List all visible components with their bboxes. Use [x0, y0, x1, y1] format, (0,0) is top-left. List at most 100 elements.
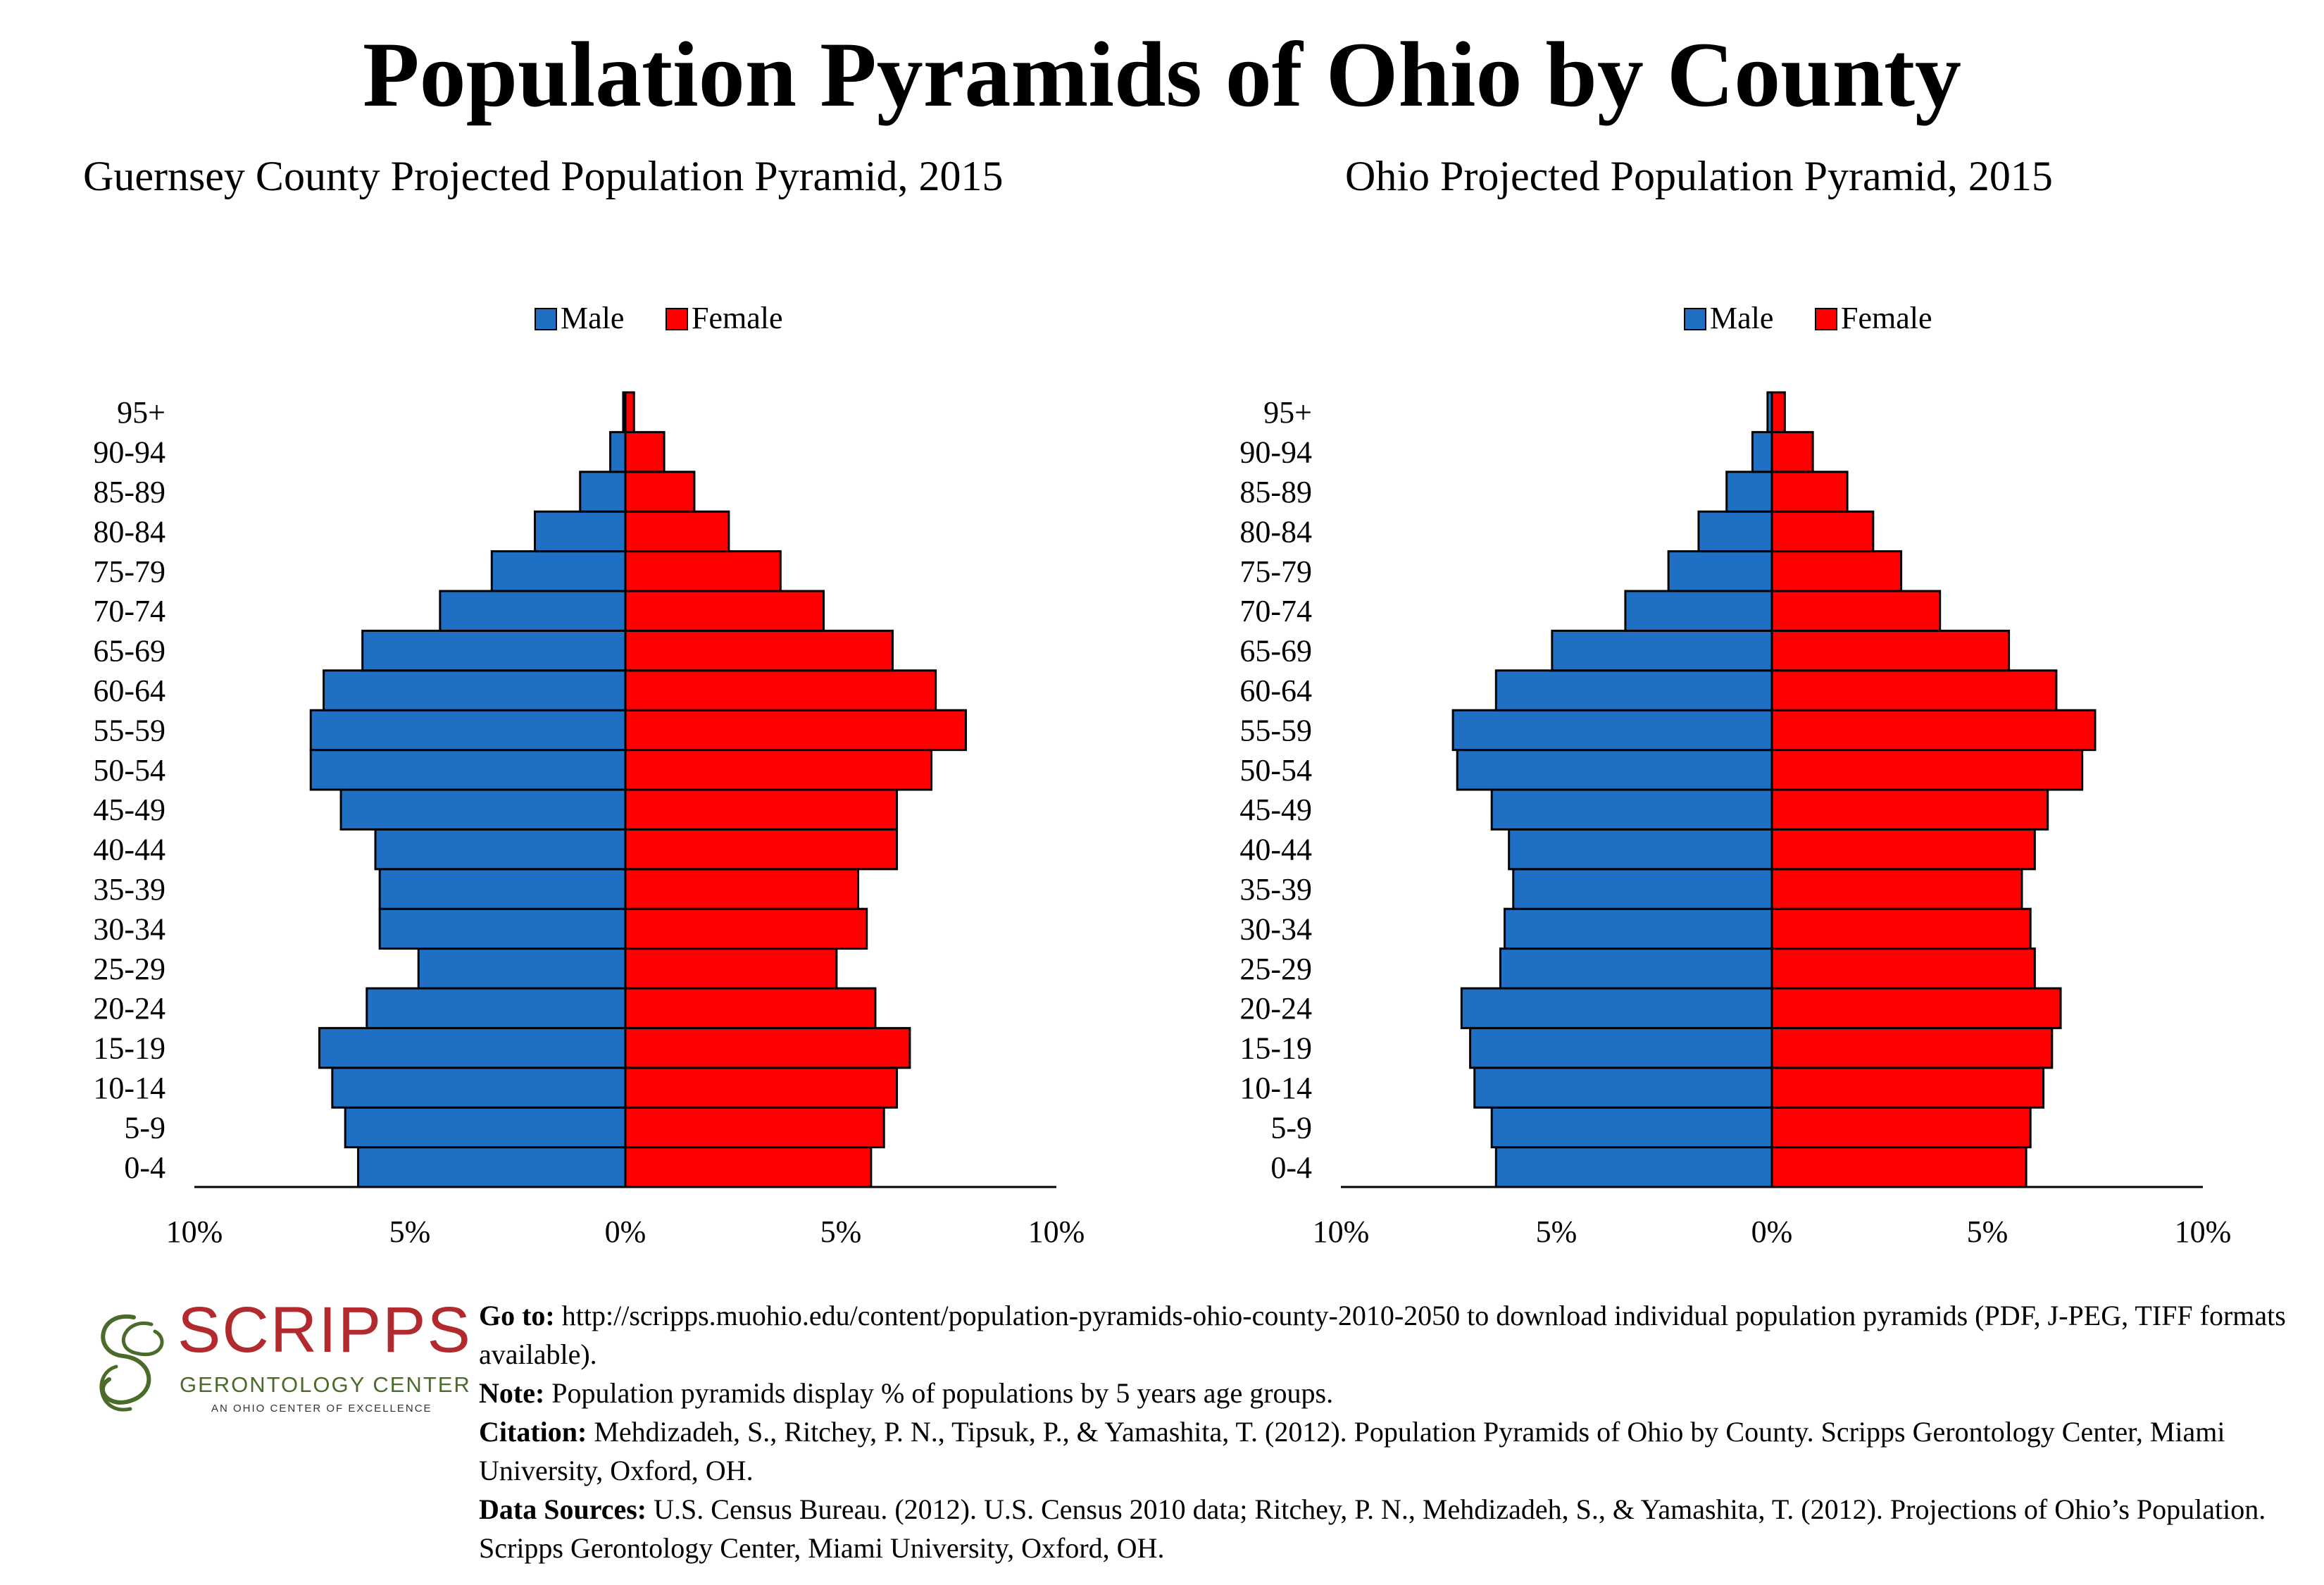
sources-note: Data Sources: U.S. Census Bureau. (2012)…	[479, 1490, 2310, 1567]
guernsey-age-label: 45-49	[93, 792, 165, 827]
guernsey-age-label: 50-54	[93, 753, 165, 788]
guernsey-age-label: 35-39	[93, 872, 165, 907]
guernsey-male-bar-80-84	[533, 510, 627, 553]
guernsey-male-bar-40-44	[374, 828, 627, 871]
guernsey-male-bar-10-14	[331, 1067, 627, 1109]
ohio-age-label: 95+	[1263, 395, 1312, 430]
logo-wordmark: SCRIPPS	[177, 1294, 472, 1366]
ohio-legend: Male Female	[1684, 301, 1932, 335]
guernsey-x-tick-label: 0%	[605, 1214, 646, 1249]
guernsey-age-label: 30-34	[93, 912, 165, 946]
ohio-male-bar-60-64	[1494, 669, 1773, 711]
ohio-age-label: 70-74	[1239, 594, 1312, 628]
ohio-female-bar-5-9	[1770, 1106, 2032, 1149]
ohio-female-bar-95+	[1770, 391, 1786, 433]
ohio-age-label: 50-54	[1239, 753, 1312, 788]
ohio-x-tick-label: 5%	[1536, 1214, 1578, 1249]
ohio-male-bar-45-49	[1490, 788, 1773, 831]
footer: SCRIPPS GERONTOLOGY CENTER AN OHIO CENTE…	[0, 1282, 2324, 1585]
ohio-age-label: 90-94	[1239, 435, 1312, 470]
ohio-female-bar-75-79	[1770, 550, 1903, 592]
guernsey-male-bar-45-49	[339, 788, 627, 831]
guernsey-female-bar-15-19	[624, 1026, 911, 1069]
ohio-female-bar-65-69	[1770, 629, 2011, 672]
ohio-female-bar-30-34	[1770, 907, 2032, 950]
guernsey-male-bar-50-54	[309, 749, 627, 791]
guernsey-female-bar-60-64	[624, 669, 937, 711]
guernsey-x-tick-label: 5%	[820, 1214, 862, 1249]
guernsey-age-label: 20-24	[93, 991, 165, 1026]
ohio-male-bar-35-39	[1512, 868, 1773, 910]
ohio-female-bar-90-94	[1770, 430, 1814, 473]
page-title: Population Pyramids of Ohio by County	[362, 23, 1962, 126]
guernsey-age-label: 90-94	[93, 435, 165, 470]
guernsey-male-bar-15-19	[318, 1026, 627, 1069]
guernsey-male-bar-5-9	[344, 1106, 627, 1149]
ohio-female-bar-25-29	[1770, 947, 2036, 990]
ohio-male-bar-30-34	[1504, 907, 1773, 950]
ohio-female-bar-0-4	[1770, 1146, 2028, 1188]
guernsey-x-tick-label: 10%	[1028, 1214, 1085, 1249]
ohio-female-bar-50-54	[1770, 749, 2084, 791]
guernsey-female-bar-70-74	[624, 590, 825, 632]
guernsey-legend: Male Female	[535, 301, 783, 335]
ohio-x-tick-label: 10%	[2175, 1214, 2232, 1249]
guernsey-legend-male-label: Male	[561, 301, 624, 335]
ohio-male-bar-0-4	[1494, 1146, 1773, 1188]
guernsey-x-tick-label: 5%	[389, 1214, 431, 1249]
guernsey-female-bar-75-79	[624, 550, 782, 592]
guernsey-pyramid-chart: Guernsey County Projected Population Pyr…	[0, 141, 1162, 1282]
guernsey-male-bar-65-69	[361, 629, 627, 672]
ohio-male-bar-50-54	[1456, 749, 1773, 791]
ohio-female-bar-35-39	[1770, 868, 2023, 910]
guernsey-female-bar-55-59	[624, 709, 967, 752]
ohio-age-label: 15-19	[1239, 1031, 1312, 1066]
goto-label: Go to:	[479, 1300, 555, 1331]
logo-tagline: AN OHIO CENTER OF EXCELLENCE	[211, 1403, 432, 1415]
ohio-age-label: 80-84	[1239, 514, 1312, 549]
guernsey-female-bar-30-34	[624, 907, 868, 950]
guernsey-male-bar-85-89	[579, 471, 627, 513]
ohio-male-bar-70-74	[1624, 590, 1773, 632]
guernsey-age-label: 85-89	[93, 475, 165, 509]
ohio-male-bar-25-29	[1499, 947, 1773, 990]
ohio-age-label: 35-39	[1239, 872, 1312, 907]
ohio-legend-male-label: Male	[1710, 301, 1773, 335]
guernsey-female-bar-0-4	[624, 1146, 873, 1188]
guernsey-female-bar-65-69	[624, 629, 894, 672]
guernsey-age-label: 65-69	[93, 634, 165, 669]
guernsey-male-bar-35-39	[378, 868, 627, 910]
guernsey-female-bar-50-54	[624, 749, 933, 791]
guernsey-female-bar-25-29	[624, 947, 838, 990]
citation-label: Citation:	[479, 1416, 587, 1448]
guernsey-female-bar-95+	[624, 391, 635, 433]
ohio-age-label: 30-34	[1239, 912, 1312, 946]
scripps-logo: SCRIPPS GERONTOLOGY CENTER AN OHIO CENTE…	[85, 1296, 479, 1430]
footer-notes: Go to: http://scripps.muohio.edu/content…	[479, 1296, 2310, 1567]
guernsey-age-label: 40-44	[93, 833, 165, 867]
ohio-pyramid-chart: Ohio Projected Population Pyramid, 2015 M…	[1147, 141, 2309, 1282]
ohio-male-bar-15-19	[1469, 1026, 1773, 1069]
guernsey-age-label: 0-4	[124, 1150, 165, 1185]
note-text: Population pyramids display % of populat…	[544, 1377, 1334, 1409]
guernsey-age-label: 5-9	[124, 1110, 165, 1145]
ohio-legend-female-label: Female	[1841, 301, 1932, 335]
ohio-age-label: 45-49	[1239, 792, 1312, 827]
ohio-age-label: 20-24	[1239, 991, 1312, 1026]
guernsey-female-bar-20-24	[624, 987, 877, 1029]
citation-note: Citation: Mehdizadeh, S., Ritchey, P. N.…	[479, 1412, 2310, 1490]
guernsey-male-bar-75-79	[490, 550, 627, 592]
ohio-age-label: 25-29	[1239, 952, 1312, 986]
guernsey-male-bar-0-4	[357, 1146, 627, 1188]
ohio-age-label: 10-14	[1239, 1071, 1312, 1105]
ohio-age-label: 60-64	[1239, 673, 1312, 708]
guernsey-male-bar-55-59	[309, 709, 627, 752]
ohio-female-bar-60-64	[1770, 669, 2058, 711]
guernsey-male-bar-70-74	[439, 590, 627, 632]
guernsey-male-bar-60-64	[323, 669, 627, 711]
ohio-female-bar-10-14	[1770, 1067, 2045, 1109]
ohio-x-tick-label: 10%	[1313, 1214, 1370, 1249]
ohio-male-bar-20-24	[1460, 987, 1773, 1029]
guernsey-male-bar-20-24	[366, 987, 627, 1029]
ohio-age-label: 65-69	[1239, 634, 1312, 669]
